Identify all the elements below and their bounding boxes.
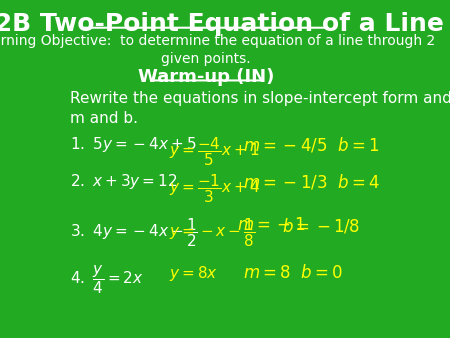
Text: $m = 8\ \ b = 0$: $m = 8\ \ b = 0$ (243, 264, 343, 282)
Text: $2.\ x + 3y = 12$: $2.\ x + 3y = 12$ (70, 172, 177, 191)
Text: $y = -x - \dfrac{1}{8}$: $y = -x - \dfrac{1}{8}$ (169, 216, 255, 249)
Text: Warm-up (IN): Warm-up (IN) (138, 68, 274, 86)
Text: $y = 8x$: $y = 8x$ (169, 264, 218, 283)
Text: $3.\ 4y = -4x - \dfrac{1}{2}$: $3.\ 4y = -4x - \dfrac{1}{2}$ (70, 216, 198, 249)
Text: $y = \dfrac{-4}{5}x+1$: $y = \dfrac{-4}{5}x+1$ (169, 135, 260, 168)
Text: $1.\ 5y = -4x + 5$: $1.\ 5y = -4x + 5$ (70, 135, 196, 154)
Text: Learning Objective:  to determine the equation of a line through 2
given points.: Learning Objective: to determine the equ… (0, 34, 436, 66)
Text: $m = -1/3\ \ b = 4$: $m = -1/3\ \ b = 4$ (243, 172, 380, 191)
Text: $y = \dfrac{-1}{3}x+4$: $y = \dfrac{-1}{3}x+4$ (169, 172, 260, 205)
Text: $m = -1$: $m = -1$ (237, 216, 305, 234)
Text: $4.\ \dfrac{y}{4} = 2x$: $4.\ \dfrac{y}{4} = 2x$ (70, 264, 144, 296)
Text: $m = -4/5\ \ b = 1$: $m = -4/5\ \ b = 1$ (243, 135, 379, 154)
Text: $b = -1/8$: $b = -1/8$ (282, 216, 360, 235)
Text: Rewrite the equations in slope-intercept form and identify
m and b.: Rewrite the equations in slope-intercept… (70, 91, 450, 126)
Text: 5-2B Two-Point Equation of a Line: 5-2B Two-Point Equation of a Line (0, 12, 444, 36)
